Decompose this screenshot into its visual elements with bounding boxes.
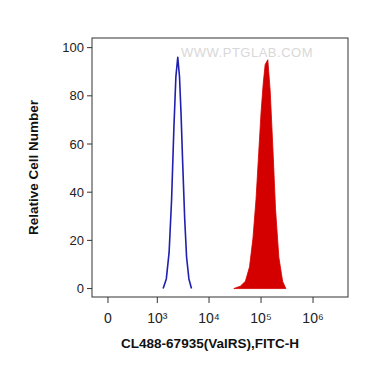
x-axis-label: CL488-67935(ValRS),FITC-H bbox=[121, 336, 299, 351]
y-tick-label: 60 bbox=[70, 137, 84, 152]
y-tick bbox=[87, 144, 92, 145]
y-tick bbox=[87, 288, 92, 289]
histogram-area bbox=[234, 60, 286, 289]
x-tick-label: 10⁴ bbox=[198, 310, 220, 326]
y-tick bbox=[87, 192, 92, 193]
watermark: WWW.PTGLAB.COM bbox=[181, 45, 313, 60]
x-tick bbox=[107, 297, 108, 303]
y-axis-label: Relative Cell Number bbox=[26, 99, 41, 235]
x-tick bbox=[209, 297, 210, 303]
y-tick-label: 20 bbox=[70, 233, 84, 248]
x-tick-label: 10³ bbox=[147, 310, 168, 326]
y-tick-label: 80 bbox=[70, 88, 84, 103]
x-tick-label: 10⁶ bbox=[302, 310, 323, 326]
y-tick-label: 100 bbox=[62, 40, 84, 55]
y-tick bbox=[87, 95, 92, 96]
x-tick bbox=[313, 297, 314, 303]
y-tick-label: 0 bbox=[77, 281, 84, 296]
plot-frame bbox=[92, 38, 348, 297]
chart: WWW.PTGLAB.COM 0 20 40 60 80 100 0 10³ 10⁴ 10⁵ 10⁶C… bbox=[0, 0, 370, 367]
y-tick bbox=[87, 47, 92, 48]
y-tick bbox=[87, 240, 92, 241]
histogram-line bbox=[163, 57, 191, 288]
y-tick-label: 40 bbox=[70, 185, 84, 200]
plot-data bbox=[163, 57, 286, 288]
x-tick-label: 10⁵ bbox=[250, 310, 271, 326]
x-tick-label: 0 bbox=[104, 310, 112, 326]
x-tick bbox=[261, 297, 262, 303]
x-tick bbox=[157, 297, 158, 303]
